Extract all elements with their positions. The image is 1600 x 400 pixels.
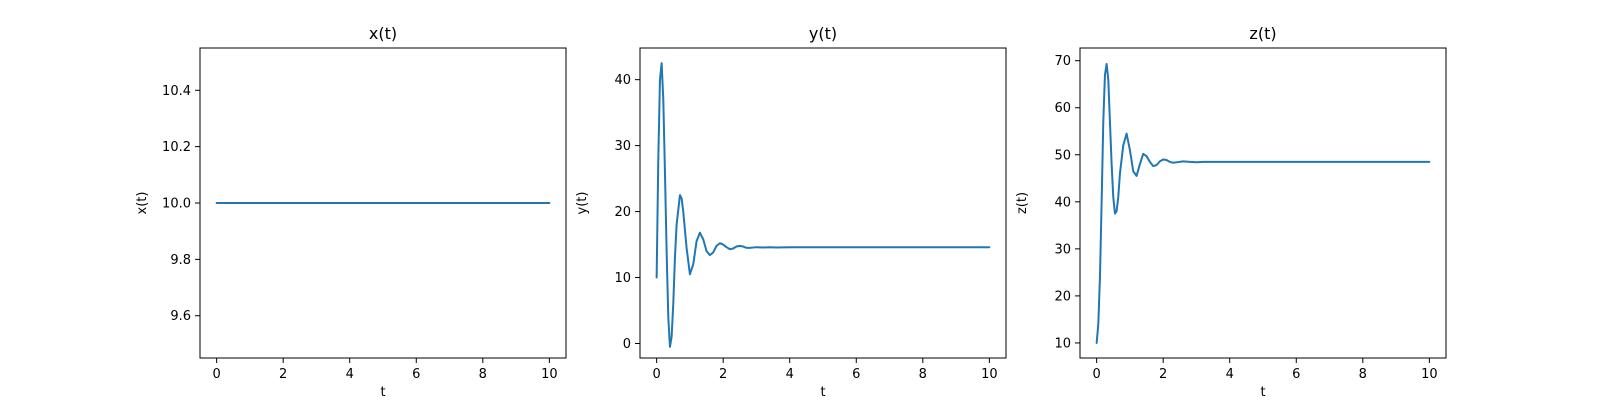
x-tick-label: 6 <box>1292 367 1300 382</box>
x-axis-label: t <box>1260 385 1265 400</box>
x-tick-label: 2 <box>719 367 727 382</box>
plot-frame <box>1079 47 1447 359</box>
x-tick-label: 2 <box>279 367 287 382</box>
x-tick-label: 6 <box>852 367 860 382</box>
y-tick-label: 20 <box>614 205 631 220</box>
x-tick-label: 8 <box>479 367 487 382</box>
y-tick-label: 50 <box>1054 148 1071 163</box>
y-tick-label: 0 <box>623 337 631 352</box>
plot-frame <box>639 47 1007 359</box>
x-tick-label: 0 <box>212 367 220 382</box>
y-tick-label: 10.4 <box>162 84 191 99</box>
x-tick-label: 4 <box>346 367 354 382</box>
y-axis-label: z(t) <box>1015 192 1030 214</box>
y-axis-label: x(t) <box>135 192 150 215</box>
series-line <box>1095 62 1431 344</box>
x-tick-label: 8 <box>919 367 927 382</box>
y-tick-label: 9.8 <box>170 253 191 268</box>
x-tick-label: 10 <box>981 367 998 382</box>
x-tick-label: 4 <box>786 367 794 382</box>
x-axis-label: t <box>820 385 825 400</box>
x-tick-label: 10 <box>541 367 558 382</box>
chart-panel: 0 2 4 6 8 10 0 10 20 30 40 y(t) t y(t) <box>575 24 1007 400</box>
y-tick-label: 70 <box>1054 54 1071 69</box>
chart-title: z(t) <box>1249 24 1276 43</box>
chart-title: x(t) <box>369 24 397 43</box>
y-tick-label: 30 <box>1054 242 1071 257</box>
x-tick-label: 0 <box>652 367 660 382</box>
x-tick-label: 6 <box>412 367 420 382</box>
x-axis-label: t <box>380 385 385 400</box>
y-tick-label: 10 <box>1054 336 1071 351</box>
y-tick-label: 10.0 <box>162 197 191 212</box>
chart-panel: 0 2 4 6 8 10 9.6 9.8 10.0 10.2 10.4 x(t) t x(t) <box>135 24 567 400</box>
y-axis-label: y(t) <box>575 192 590 215</box>
x-tick-label: 2 <box>1159 367 1167 382</box>
y-tick-label: 40 <box>614 73 631 88</box>
y-tick-label: 9.6 <box>170 309 191 324</box>
y-tick-label: 40 <box>1054 195 1071 210</box>
y-tick-label: 10 <box>614 271 631 286</box>
chart-panel: 0 2 4 6 8 10 10 20 30 40 50 60 70 z(t) t z(t) <box>1015 24 1447 400</box>
x-tick-label: 10 <box>1421 367 1438 382</box>
y-tick-label: 30 <box>614 139 631 154</box>
chart-title: y(t) <box>809 24 837 43</box>
y-tick-label: 10.2 <box>162 140 191 155</box>
y-tick-label: 20 <box>1054 289 1071 304</box>
x-tick-label: 8 <box>1359 367 1367 382</box>
x-tick-label: 4 <box>1226 367 1234 382</box>
series-line <box>655 62 991 348</box>
x-tick-label: 0 <box>1092 367 1100 382</box>
y-tick-label: 60 <box>1054 101 1071 116</box>
